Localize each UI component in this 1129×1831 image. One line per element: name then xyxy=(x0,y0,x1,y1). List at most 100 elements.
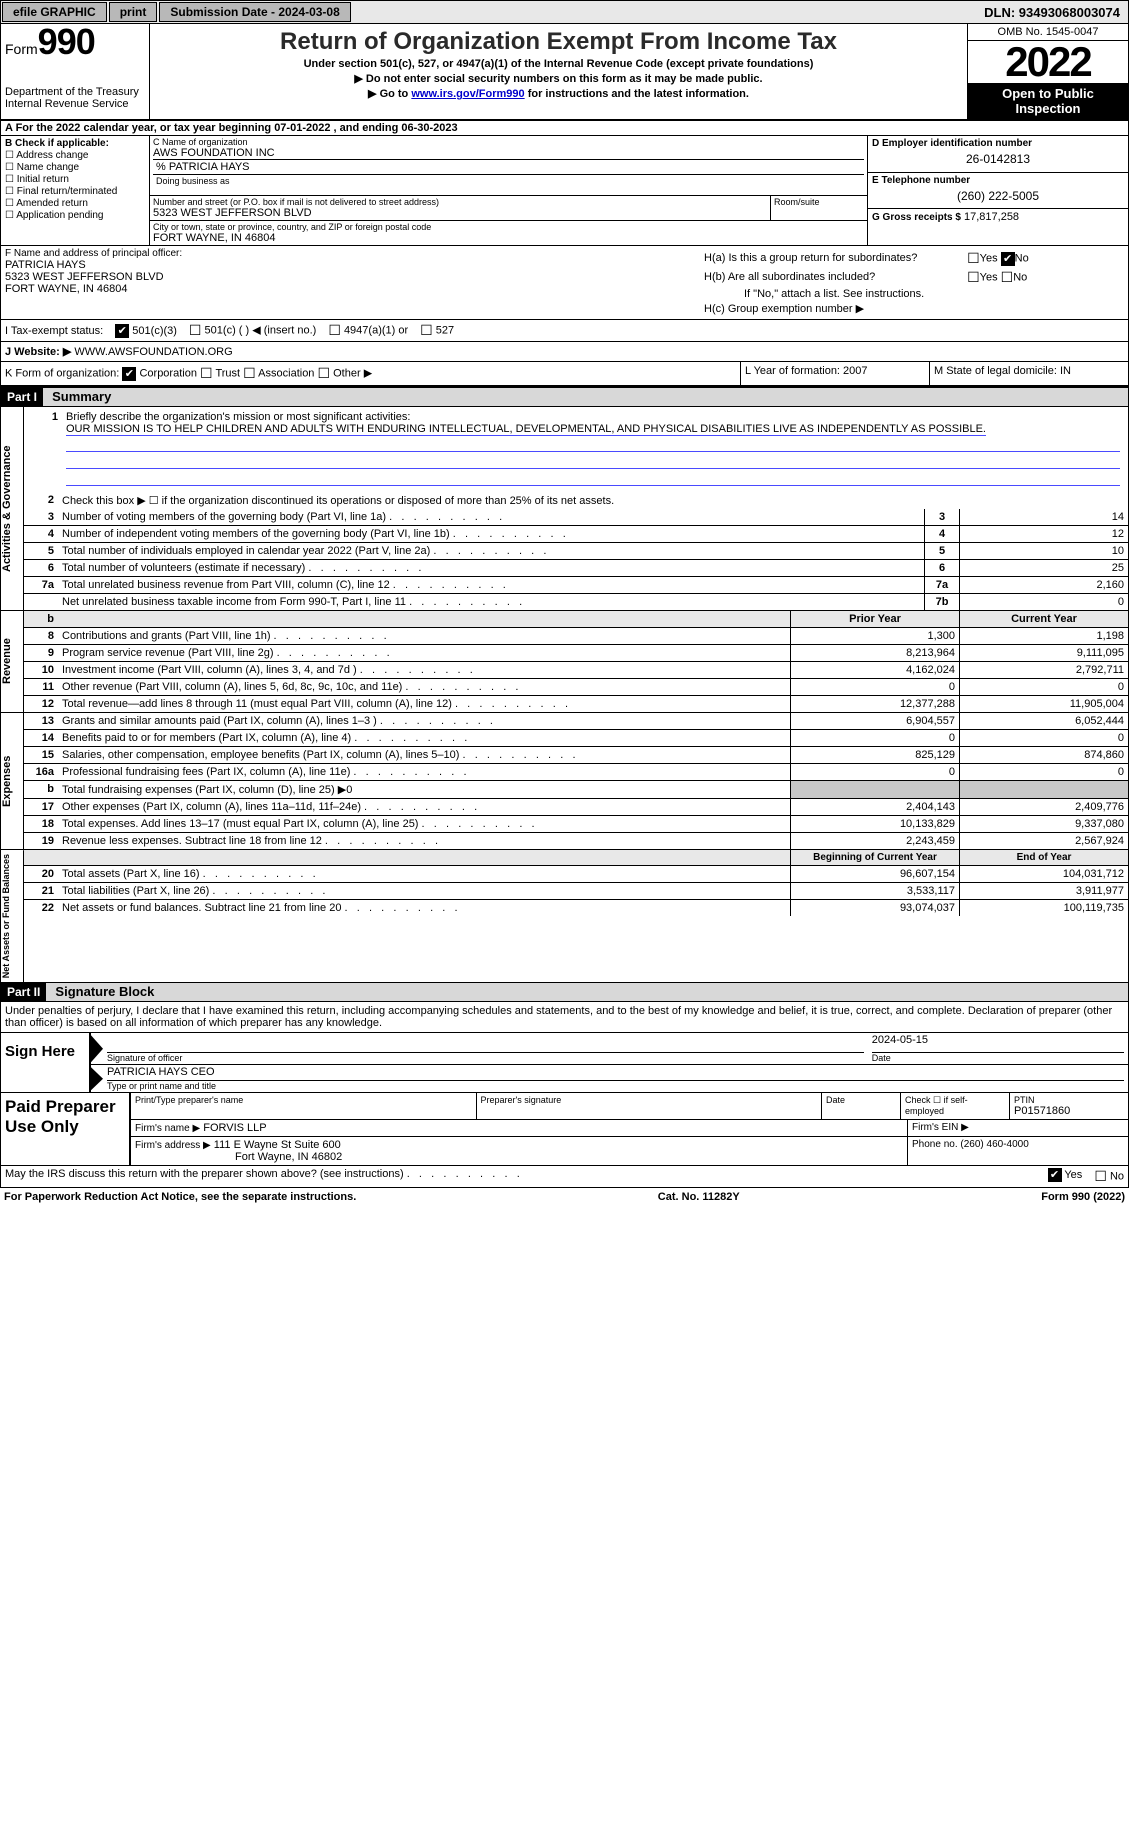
line-text: Total expenses. Add lines 13–17 (must eq… xyxy=(58,816,790,832)
chk-corp[interactable]: ✔ xyxy=(122,367,136,381)
discuss-yes[interactable]: ✔ xyxy=(1048,1168,1062,1182)
line-num: 20 xyxy=(24,866,58,882)
begin-value: 96,607,154 xyxy=(790,866,959,882)
prep-selfemployed[interactable]: Check ☐ if self-employed xyxy=(901,1093,1010,1119)
rev-head-b: b xyxy=(24,611,58,627)
current-value: 0 xyxy=(959,764,1128,780)
officer-signature[interactable] xyxy=(107,1034,864,1052)
line-num: 17 xyxy=(24,799,58,815)
note2-pre: ▶ Go to xyxy=(368,88,411,100)
line-box: 3 xyxy=(924,509,959,525)
chk-application-pending[interactable]: ☐ Application pending xyxy=(5,210,145,221)
paid-preparer-label: Paid Preparer Use Only xyxy=(1,1093,131,1165)
line-text: Net assets or fund balances. Subtract li… xyxy=(58,900,790,916)
chk-trust[interactable]: ☐ xyxy=(200,365,213,381)
line-text: Total unrelated business revenue from Pa… xyxy=(58,577,924,593)
prep-date-label: Date xyxy=(826,1095,896,1105)
print-button[interactable]: print xyxy=(109,2,158,22)
line-num: 7a xyxy=(24,577,58,593)
end-value: 100,119,735 xyxy=(959,900,1128,916)
street-label: Number and street (or P.O. box if mail i… xyxy=(153,197,767,207)
line-num: 4 xyxy=(24,526,58,542)
chk-assoc[interactable]: ☐ xyxy=(243,365,256,381)
part2-header: Part II xyxy=(1,983,46,1001)
hb-label: H(b) Are all subordinates included? xyxy=(704,271,964,283)
part1-title: Summary xyxy=(46,387,117,406)
prior-value xyxy=(790,781,959,798)
chk-501c3[interactable]: ✔ xyxy=(115,324,129,338)
mission-blank-3 xyxy=(66,471,1120,486)
tax-exempt-row: I Tax-exempt status: ✔ 501(c)(3) ☐ 501(c… xyxy=(0,320,1129,342)
prior-value: 8,213,964 xyxy=(790,645,959,661)
irs-link[interactable]: www.irs.gov/Form990 xyxy=(411,88,524,100)
line-text: Total number of volunteers (estimate if … xyxy=(58,560,924,576)
prep-phone-label: Phone no. xyxy=(912,1139,958,1150)
form-subtitle: Under section 501(c), 527, or 4947(a)(1)… xyxy=(156,58,961,70)
summary-line: 10 Investment income (Part VIII, column … xyxy=(24,662,1128,679)
current-value: 874,860 xyxy=(959,747,1128,763)
chk-527[interactable]: ☐ xyxy=(420,322,433,338)
efile-badge: efile GRAPHIC xyxy=(2,2,107,22)
chk-501c[interactable]: ☐ xyxy=(189,322,202,338)
hb-yes[interactable]: ☐ xyxy=(967,269,980,285)
chk-4947[interactable]: ☐ xyxy=(328,322,341,338)
chk-amended-return[interactable]: ☐ Amended return xyxy=(5,198,145,209)
mission-label: Briefly describe the organization's miss… xyxy=(66,411,410,423)
chk-initial-return[interactable]: ☐ Initial return xyxy=(5,174,145,185)
line-text: Salaries, other compensation, employee b… xyxy=(58,747,790,763)
line-text: Other expenses (Part IX, column (A), lin… xyxy=(58,799,790,815)
hb-no[interactable]: ☐ xyxy=(1001,269,1014,285)
end-value: 104,031,712 xyxy=(959,866,1128,882)
governance-vlabel: Activities & Governance xyxy=(1,407,24,610)
chk-final-return[interactable]: ☐ Final return/terminated xyxy=(5,186,145,197)
website-row: J Website: ▶ WWW.AWSFOUNDATION.ORG xyxy=(0,342,1129,362)
line-num: 21 xyxy=(24,883,58,899)
line-box: 7a xyxy=(924,577,959,593)
prep-print-name xyxy=(135,1105,472,1117)
ptin-value: P01571860 xyxy=(1014,1105,1124,1117)
line-num: 3 xyxy=(24,509,58,525)
line-2-num: 2 xyxy=(24,492,58,509)
ha-yes[interactable]: ☐ xyxy=(967,250,980,266)
line-text: Total liabilities (Part X, line 26) xyxy=(58,883,790,899)
line-num xyxy=(24,594,58,610)
line-text: Other revenue (Part VIII, column (A), li… xyxy=(58,679,790,695)
line-text: Grants and similar amounts paid (Part IX… xyxy=(58,713,790,729)
street: 5323 WEST JEFFERSON BLVD xyxy=(153,207,767,219)
dept-treasury: Department of the Treasury xyxy=(5,86,145,98)
gross-receipts: 17,817,258 xyxy=(964,211,1019,223)
current-value: 0 xyxy=(959,730,1128,746)
ein: 26-0142813 xyxy=(872,152,1124,166)
line-num: 5 xyxy=(24,543,58,559)
year-formation: L Year of formation: 2007 xyxy=(741,362,930,385)
line-num: 9 xyxy=(24,645,58,661)
netassets-vlabel: Net Assets or Fund Balances xyxy=(1,850,24,982)
part1-header: Part I xyxy=(1,388,43,406)
mission-blank-1 xyxy=(66,437,1120,452)
form-prefix: Form xyxy=(5,41,38,57)
line-2-text: Check this box ▶ ☐ if the organization d… xyxy=(58,492,1128,509)
line-num: 19 xyxy=(24,833,58,849)
discuss-no[interactable]: ☐ xyxy=(1094,1168,1107,1184)
summary-line: 22 Net assets or fund balances. Subtract… xyxy=(24,900,1128,916)
summary-line: 12 Total revenue—add lines 8 through 11 … xyxy=(24,696,1128,712)
tax-exempt-label: I Tax-exempt status: xyxy=(5,325,103,337)
chk-other[interactable]: ☐ xyxy=(318,365,331,381)
irs-label: Internal Revenue Service xyxy=(5,98,145,110)
summary-line: 19 Revenue less expenses. Subtract line … xyxy=(24,833,1128,849)
part1-bar: Part I Summary xyxy=(0,386,1129,407)
summary-line: 3 Number of voting members of the govern… xyxy=(24,509,1128,526)
chk-address-change[interactable]: ☐ Address change xyxy=(5,150,145,161)
officer-print-label: Type or print name and title xyxy=(107,1080,1124,1091)
line-text: Number of independent voting members of … xyxy=(58,526,924,542)
note2-post: for instructions and the latest informat… xyxy=(525,88,749,100)
chk-name-change[interactable]: ☐ Name change xyxy=(5,162,145,173)
prep-print-label: Print/Type preparer's name xyxy=(135,1095,472,1105)
prior-value: 825,129 xyxy=(790,747,959,763)
line-value: 2,160 xyxy=(959,577,1128,593)
phone-label: E Telephone number xyxy=(872,175,1124,186)
summary-line: 6 Total number of volunteers (estimate i… xyxy=(24,560,1128,577)
prior-value: 0 xyxy=(790,679,959,695)
line-text: Revenue less expenses. Subtract line 18 … xyxy=(58,833,790,849)
ha-no[interactable]: ✔ xyxy=(1001,252,1015,266)
